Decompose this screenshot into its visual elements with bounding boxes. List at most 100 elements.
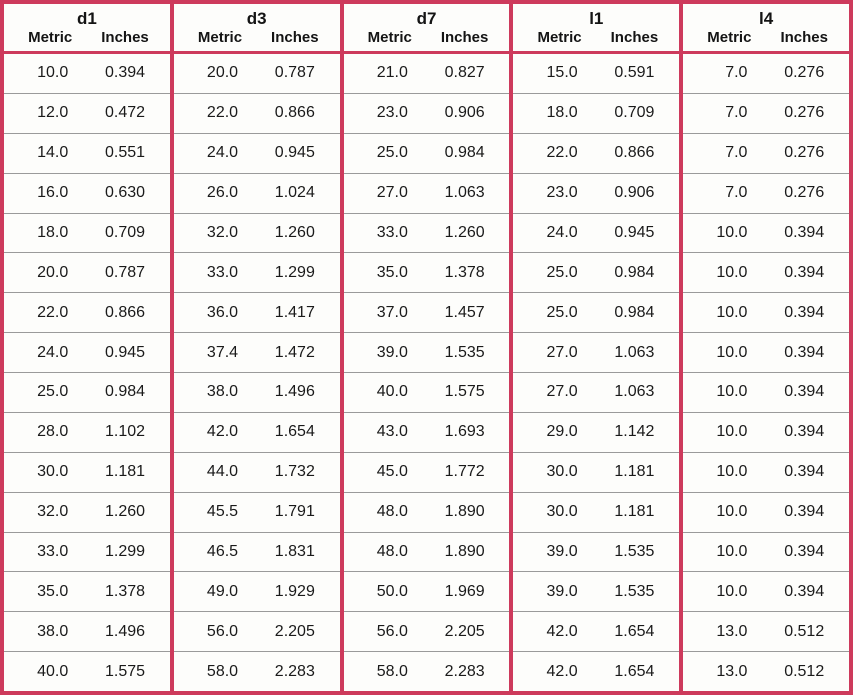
metric-value: 58.0 (206, 662, 239, 680)
inches-value: 1.417 (274, 303, 315, 321)
inches-value: 1.024 (274, 184, 315, 202)
metric-column-header: Metric (537, 29, 582, 46)
inches-value: 1.378 (105, 582, 146, 600)
inches-value: 0.394 (784, 463, 825, 481)
inches-value: 2.205 (444, 622, 485, 640)
table-row: 42.0 1.654 (513, 611, 680, 651)
metric-column-header: Metric (197, 29, 243, 46)
metric-value: 48.0 (376, 542, 408, 560)
table-row: 20.0 0.787 (4, 252, 170, 292)
table-row: 25.0 0.984 (4, 372, 170, 412)
inches-value: 1.378 (444, 263, 485, 281)
table-row: 10.0 0.394 (683, 451, 849, 492)
inches-column-header: Inches (610, 29, 659, 46)
metric-value: 49.0 (206, 582, 239, 600)
table-row: 25.0 0.984 (513, 292, 680, 332)
metric-value: 16.0 (37, 184, 69, 202)
metric-value: 10.0 (716, 542, 748, 560)
inches-value: 1.181 (105, 463, 146, 481)
inches-value: 0.551 (105, 144, 146, 162)
inches-value: 0.906 (444, 104, 485, 122)
inches-value: 1.260 (105, 503, 146, 521)
inches-value: 0.984 (614, 263, 655, 281)
group-header: d3 Metric Inches (173, 4, 340, 54)
inches-value: 1.791 (274, 503, 315, 521)
table-row: 22.0 0.866 (4, 292, 170, 332)
metric-value: 15.0 (546, 64, 578, 82)
metric-value: 39.0 (546, 582, 578, 600)
inches-value: 1.181 (614, 463, 655, 481)
metric-value: 29.0 (546, 423, 578, 441)
inches-value: 1.472 (274, 343, 315, 361)
inches-value: 1.496 (105, 622, 146, 640)
table-row: 7.0 0.276 (683, 92, 849, 133)
inches-value: 1.890 (444, 542, 485, 560)
group-header: d1 Metric Inches (4, 4, 170, 54)
inches-value: 0.709 (614, 104, 655, 122)
inches-value: 1.063 (444, 184, 485, 202)
metric-value: 30.0 (546, 463, 578, 481)
metric-value: 35.0 (376, 263, 408, 281)
metric-column-header: Metric (367, 29, 412, 46)
metric-value: 24.0 (37, 343, 69, 361)
inches-column-header: Inches (271, 29, 319, 46)
column-group-l1: l1 Metric Inches 15.0 0.591 18.0 0.709 22.0 0.86… (513, 4, 680, 691)
inches-value: 1.142 (614, 423, 655, 441)
metric-value: 32.0 (206, 223, 239, 241)
metric-value: 22.0 (546, 144, 578, 162)
metric-value: 33.0 (37, 542, 69, 560)
group-title: d3 (246, 9, 267, 28)
inches-value: 2.283 (444, 662, 485, 680)
table-row: 16.0 0.630 (4, 172, 170, 213)
table-row: 18.0 0.709 (513, 92, 680, 133)
metric-value: 10.0 (716, 503, 748, 521)
table-row: 22.0 0.866 (513, 132, 680, 173)
group-title: l1 (589, 9, 604, 28)
inches-value: 0.866 (614, 144, 655, 162)
metric-value: 56.0 (206, 622, 239, 640)
metric-value: 22.0 (37, 303, 69, 321)
table-row: 10.0 0.394 (683, 212, 849, 253)
inches-value: 1.654 (614, 662, 655, 680)
table-row: 35.0 1.378 (343, 252, 510, 292)
subheader-row: Metric Inches (4, 29, 170, 47)
metric-value: 20.0 (37, 263, 69, 281)
inches-value: 0.276 (784, 104, 825, 122)
inches-value: 1.063 (614, 383, 655, 401)
inches-value: 0.709 (105, 223, 146, 241)
inches-value: 0.787 (274, 64, 315, 82)
metric-value: 18.0 (37, 223, 69, 241)
metric-value: 20.0 (206, 64, 239, 82)
inches-value: 1.890 (444, 503, 485, 521)
table-row: 10.0 0.394 (4, 54, 170, 93)
metric-value: 50.0 (376, 582, 408, 600)
table-row: 13.0 0.512 (683, 651, 849, 691)
table-row: 44.0 1.732 (173, 451, 340, 492)
table-row: 21.0 0.827 (344, 54, 510, 93)
inches-value: 0.276 (784, 184, 825, 202)
table-row: 38.0 1.496 (4, 611, 170, 651)
inches-value: 1.535 (614, 582, 655, 600)
table-row: 37.4 1.472 (173, 332, 340, 372)
table-row: 56.0 2.205 (343, 611, 510, 651)
table-row: 40.0 1.575 (4, 651, 170, 691)
table-row: 49.0 1.929 (173, 571, 340, 611)
inches-value: 1.535 (444, 343, 485, 361)
inches-value: 1.102 (105, 423, 146, 441)
table-row: 46.5 1.831 (173, 531, 340, 572)
table-row: 36.0 1.417 (173, 292, 340, 332)
metric-value: 25.0 (376, 144, 408, 162)
table-row: 28.0 1.102 (4, 411, 170, 452)
inches-value: 0.945 (105, 343, 146, 361)
metric-column-header: Metric (28, 29, 73, 46)
inches-value: 1.299 (105, 542, 146, 560)
subheader-row: Metric Inches (513, 29, 679, 47)
subheader-row: Metric Inches (344, 29, 510, 47)
inches-value: 2.283 (274, 662, 315, 680)
group-body: 15.0 0.591 18.0 0.709 22.0 0.866 23.0 0.906 24.0… (513, 54, 680, 691)
table-row: 10.0 0.394 (683, 372, 849, 412)
inches-value: 0.906 (614, 184, 655, 202)
table-row: 33.0 1.260 (343, 212, 510, 253)
subheader-row: Metric Inches (683, 29, 849, 47)
inches-value: 1.575 (105, 662, 146, 680)
